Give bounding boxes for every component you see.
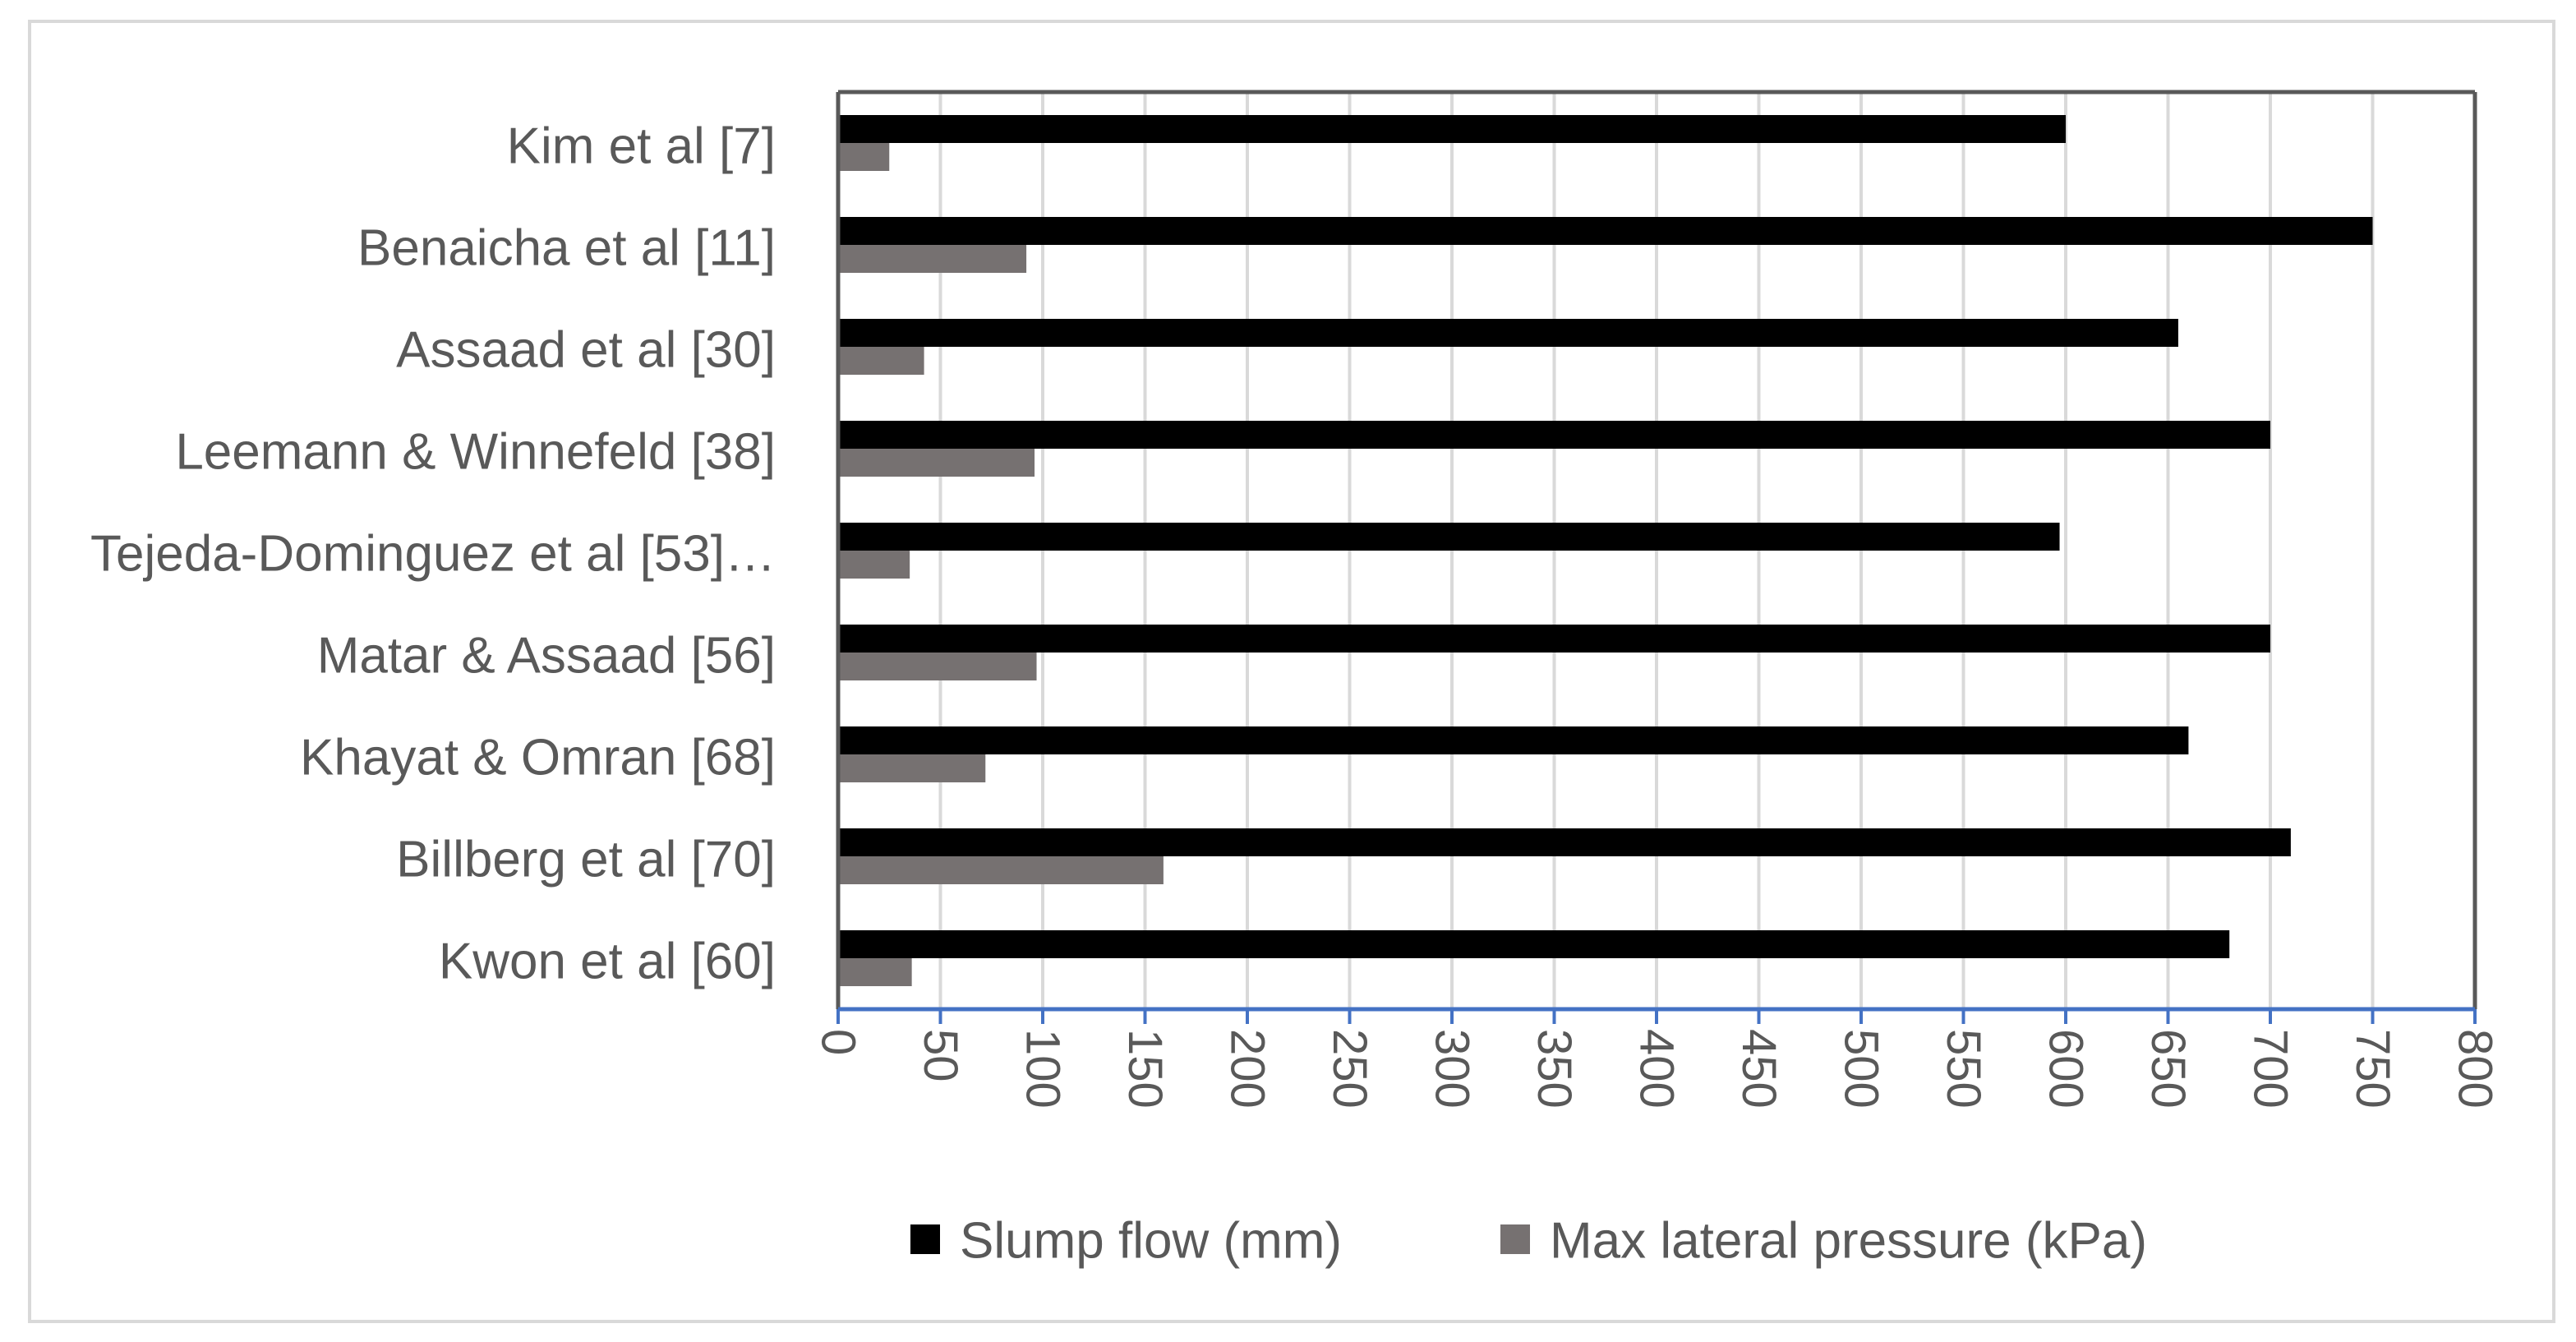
x-tick-label: 200 [1221,1029,1274,1109]
legend: Slump flow (mm) Max lateral pressure (kPa… [910,1213,2147,1270]
category-label: Leemann & Winnefeld [38] [175,424,776,481]
bar-slump-flow [838,828,2291,856]
bar-max-lateral-pressure [838,856,1164,884]
bar-max-lateral-pressure [838,754,986,782]
bar-max-lateral-pressure [838,245,1027,273]
bars [838,115,2373,986]
category-label: Benaicha et al [11] [357,220,776,277]
x-tick-label: 150 [1118,1029,1172,1109]
bar-max-lateral-pressure [838,347,924,375]
category-label: Tejeda-Dominguez et al [53]… [90,526,776,583]
bar-slump-flow [838,319,2178,347]
x-tick-label: 50 [914,1029,967,1082]
legend-label: Max lateral pressure (kPa) [1550,1213,2147,1270]
category-label: Matar & Assaad [56] [317,628,776,685]
legend-swatch [1500,1224,1530,1254]
category-label: Billberg et al [70] [396,832,776,888]
category-label: Kim et al [7] [507,118,776,175]
x-tick-label: 100 [1016,1029,1070,1109]
bar-max-lateral-pressure [838,551,910,579]
x-tick-label: 650 [2141,1029,2195,1109]
bar-slump-flow [838,115,2066,143]
bar-max-lateral-pressure [838,143,890,171]
legend-swatch [910,1224,940,1254]
x-tick-label: 450 [1732,1029,1786,1109]
x-tick-label: 700 [2244,1029,2297,1109]
category-label: Assaad et al [30] [396,322,776,379]
bar-slump-flow [838,523,2060,551]
bar-slump-flow [838,726,2189,754]
x-tick-label: 350 [1528,1029,1581,1109]
bar-slump-flow [838,421,2270,449]
bar-max-lateral-pressure [838,449,1035,477]
axes [836,90,2477,1024]
bar-slump-flow [838,625,2270,653]
category-label: Kwon et al [60] [439,934,776,990]
x-tick-label: 500 [1835,1029,1888,1109]
x-tick-label: 800 [2449,1029,2502,1109]
x-tick-label: 600 [2039,1029,2093,1109]
category-labels: Kim et al [7] Benaicha et al [11] Assaad e… [90,118,776,990]
x-tick-labels: 0 50 100 150 200 250 300 350 400 450 500 550 600 650 7… [812,1029,2502,1109]
x-tick-label: 0 [812,1029,865,1055]
category-label: Khayat & Omran [68] [300,730,776,786]
legend-label: Slump flow (mm) [960,1213,1342,1270]
x-tick-label: 750 [2346,1029,2399,1109]
bar-max-lateral-pressure [838,958,912,986]
x-tick-label: 550 [1937,1029,1990,1109]
x-tick-label: 250 [1323,1029,1376,1109]
x-tick-label: 300 [1426,1029,1479,1109]
x-tick-label: 400 [1630,1029,1684,1109]
bar-max-lateral-pressure [838,653,1037,680]
bar-slump-flow [838,217,2373,245]
bar-slump-flow [838,930,2230,958]
